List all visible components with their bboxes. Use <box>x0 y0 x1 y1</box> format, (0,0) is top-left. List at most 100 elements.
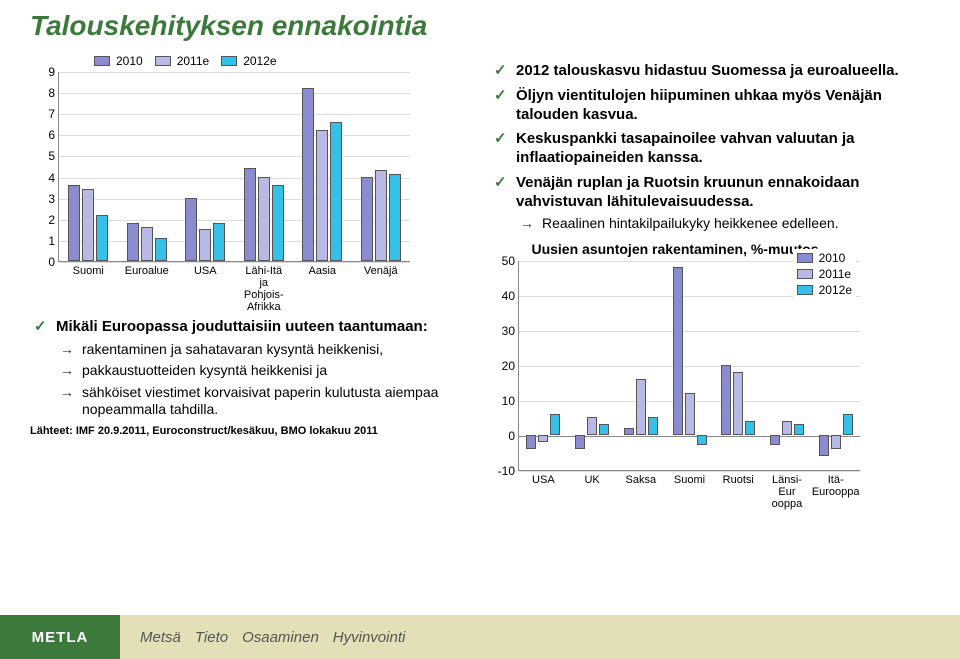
page-title: Talouskehityksen ennakointia <box>30 10 930 42</box>
category-group: USA <box>519 261 568 470</box>
bar <box>244 168 256 261</box>
ytick-label: 3 <box>48 192 59 206</box>
x-category-label: UK <box>584 470 599 486</box>
ytick-label: 30 <box>502 324 519 338</box>
bar <box>733 372 743 435</box>
bar <box>213 223 225 261</box>
category-group: UK <box>568 261 617 470</box>
footer-word: Metsä <box>140 629 181 646</box>
category-group: Suomi <box>665 261 714 470</box>
x-category-label: USA <box>532 470 555 486</box>
x-category-label: USA <box>194 261 217 277</box>
left-sub-item: pakkaustuotteiden kysyntä heikkenisi ja <box>56 362 470 380</box>
gdp-growth-chart: BKT:n kasvu, %0123456789SuomiEuroalueUSA… <box>30 52 410 262</box>
legend-label: 2010 <box>116 54 143 68</box>
ytick-label: 40 <box>502 289 519 303</box>
legend-swatch <box>155 56 171 66</box>
bar <box>648 417 658 435</box>
ytick-label: 6 <box>48 128 59 142</box>
bar <box>587 417 597 435</box>
ytick-label: 7 <box>48 107 59 121</box>
left-lead-text: Mikäli Euroopassa jouduttaisiin uuteen t… <box>56 318 428 335</box>
bar <box>82 189 94 261</box>
bar <box>96 215 108 261</box>
legend-item: 2011e <box>155 54 209 68</box>
right-bullet: Venäjän ruplan ja Ruotsin kruunun ennako… <box>490 174 930 233</box>
bar <box>68 185 80 261</box>
bar <box>155 238 167 261</box>
right-bullet: 2012 talouskasvu hidastuu Suomessa ja eu… <box>490 62 930 81</box>
x-category-label: Aasia <box>308 261 336 277</box>
x-category-label: Suomi <box>674 470 705 486</box>
bar <box>782 421 792 435</box>
legend-label: 2012e <box>819 283 852 297</box>
right-bullets: 2012 talouskasvu hidastuu Suomessa ja eu… <box>490 62 930 233</box>
bar <box>843 414 853 435</box>
footer-logo: METLA <box>0 615 120 659</box>
category-group: Venäjä <box>352 72 411 261</box>
bar <box>794 424 804 435</box>
ytick-label: 0 <box>508 429 519 443</box>
gdp-chart-legend: 2010 2011e 2012e <box>90 52 281 70</box>
legend-item: 2011e <box>797 267 852 281</box>
category-group: USA <box>176 72 235 261</box>
bar <box>361 177 373 261</box>
bar <box>375 170 387 261</box>
bar <box>636 379 646 435</box>
category-group: Ruotsi <box>714 261 763 470</box>
left-sub-item: rakentaminen ja sahatavaran kysyntä heik… <box>56 341 470 359</box>
bar <box>831 435 841 449</box>
bar <box>770 435 780 446</box>
ytick-label: 5 <box>48 149 59 163</box>
legend-swatch <box>797 269 813 279</box>
legend-label: 2011e <box>819 267 851 281</box>
legend-swatch <box>221 56 237 66</box>
footer-word: Osaaminen <box>242 629 319 646</box>
legend-label: 2012e <box>243 54 276 68</box>
bar <box>721 365 731 435</box>
bar <box>316 130 328 261</box>
bar <box>526 435 536 449</box>
bar <box>550 414 560 435</box>
category-group: Suomi <box>59 72 118 261</box>
bar <box>685 393 695 435</box>
bar <box>697 435 707 446</box>
x-category-label: Länsi-Eur ooppa <box>772 470 803 510</box>
right-sub-item: Reaalinen hintakilpailukyky heikkenee ed… <box>516 215 930 233</box>
bar <box>673 267 683 435</box>
legend-item: 2012e <box>797 283 852 297</box>
bar <box>127 223 139 261</box>
left-bullets: Mikäli Euroopassa jouduttaisiin uuteen t… <box>30 318 470 419</box>
left-column: BKT:n kasvu, %0123456789SuomiEuroalueUSA… <box>30 52 470 511</box>
bar <box>538 435 548 442</box>
legend-label: 2011e <box>177 54 209 68</box>
legend-item: 2012e <box>221 54 276 68</box>
bar <box>199 229 211 261</box>
x-category-label: Saksa <box>626 470 657 486</box>
footer-bar: METLA MetsäTietoOsaaminenHyvinvointi <box>0 615 960 659</box>
x-category-label: Suomi <box>73 261 104 277</box>
right-column: 2012 talouskasvu hidastuu Suomessa ja eu… <box>490 52 930 511</box>
ytick-label: 50 <box>502 254 519 268</box>
footer-strip: MetsäTietoOsaaminenHyvinvointi <box>120 615 960 659</box>
ytick-label: 0 <box>48 255 59 269</box>
category-group: Lähi-Itä ja Pohjois- Afrikka <box>235 72 294 261</box>
legend-item: 2010 <box>94 54 143 68</box>
ytick-label: 2 <box>48 213 59 227</box>
x-category-label: Itä- Eurooppa <box>812 470 860 498</box>
legend-swatch <box>94 56 110 66</box>
ytick-label: 1 <box>48 234 59 248</box>
ytick-label: 4 <box>48 171 59 185</box>
bar <box>819 435 829 456</box>
ytick-label: 8 <box>48 86 59 100</box>
category-group: Saksa <box>616 261 665 470</box>
bar <box>302 88 314 261</box>
right-bullet: Öljyn vientitulojen hiipuminen uhkaa myö… <box>490 87 930 125</box>
bar <box>389 174 401 261</box>
legend-swatch <box>797 253 813 263</box>
right-sub-list: Reaalinen hintakilpailukyky heikkenee ed… <box>516 215 930 233</box>
housing-chart-legend: 20102011e2012e <box>793 249 856 299</box>
source-line: Lähteet: IMF 20.9.2011, Euroconstruct/ke… <box>30 425 470 437</box>
legend-swatch <box>797 285 813 295</box>
bar <box>258 177 270 261</box>
